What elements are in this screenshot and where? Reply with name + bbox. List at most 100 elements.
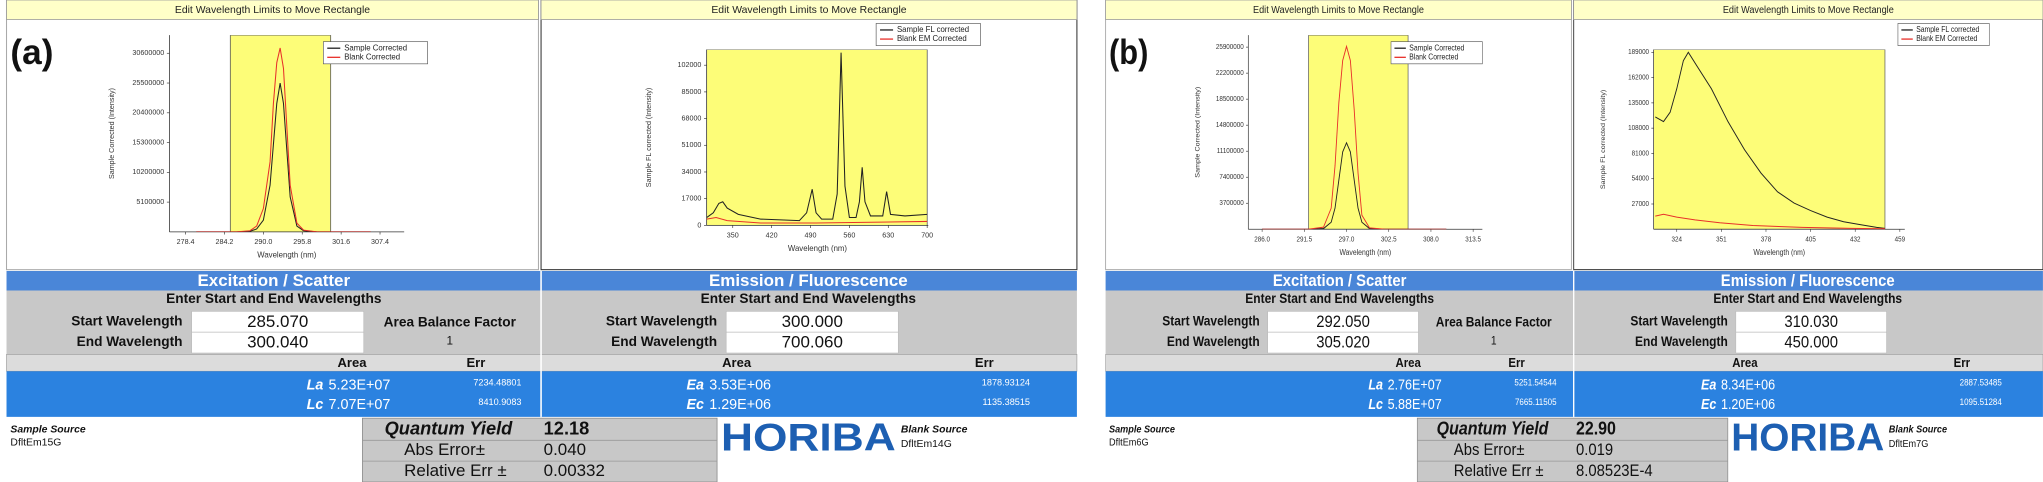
area-value: 1.20E+06 [1721,396,1775,412]
column-header: Area [338,355,368,370]
err-value: 7234.48801 [473,377,521,387]
section-subtitle: Enter Start and End Wavelengths [166,291,382,306]
chart-header-text: Edit Wavelength Limits to Move Rectangle [711,5,906,16]
x-tick-label: 432 [1850,236,1861,243]
y-tick-label: 0 [697,221,701,229]
wavelength-rectangle [1308,35,1409,230]
x-tick-label: 286.0 [1254,236,1270,243]
rel-value: 0.00332 [544,461,605,480]
y-tick-label: 22200000 [1216,70,1244,77]
x-tick-label: 301.6 [332,238,350,246]
legend-label: Sample Corrected [1409,43,1464,53]
column-header: Err [975,355,994,370]
section-subtitle: Enter Start and End Wavelengths [701,291,917,306]
area-value: 2.76E+07 [1388,377,1442,393]
y-tick-label: 54000 [1632,175,1650,182]
x-tick-label: 459 [1895,236,1906,243]
y-tick-label: 15300000 [132,138,164,146]
err-value: 1095.51284 [1960,396,2002,407]
field-label: Start Wavelength [1630,313,1728,329]
chart-header-text: Edit Wavelength Limits to Move Rectangle [1253,5,1424,17]
y-tick-label: 25900000 [1216,44,1244,51]
spectrum-line [706,216,928,224]
section-title: Excitation / Scatter [198,271,351,290]
section-subtitle: Enter Start and End Wavelengths [1245,290,1434,306]
field-value: 1 [1491,335,1497,348]
panel-label: (a) [10,33,53,72]
area-value: 1.29E+06 [709,397,771,413]
chart-header [1105,0,1572,20]
row-name: Ea [686,377,704,393]
input-value: 450.000 [1784,334,1838,352]
area-value: 5.88E+07 [1388,396,1442,412]
x-tick-label: 313.5 [1465,236,1481,243]
row-name: Lc [307,397,324,413]
yield-value: 12.18 [544,418,590,439]
source-label: Sample Source [1109,424,1175,436]
y-tick-label: 85000 [682,88,702,96]
legend-box [1390,41,1483,65]
spectrum-line [1655,213,1885,230]
input-value: 300.040 [247,333,308,352]
column-header: Err [466,355,485,370]
abs-label: Abs Error± [1454,441,1525,459]
chart: Edit Wavelength Limits to Move Rectangle… [540,0,1078,271]
x-tick-label: 420 [766,232,778,240]
legend-box [323,41,428,65]
yield-label: Quantum Yield [385,418,514,439]
rel-value: 8.08523E-4 [1576,462,1653,480]
panel: Edit Wavelength Limits to Move Rectangle… [5,0,1078,482]
x-tick-label: 378 [1761,236,1772,243]
y-axis-label: Sample FL corrected (Intensity) [1600,90,1607,189]
panel-label: (b) [1109,33,1148,72]
y-tick-label: 18500000 [1216,96,1244,103]
y-tick-label: 34000 [682,168,702,176]
y-axis-label: Sample Corrected (Intensity) [1195,87,1202,178]
x-tick-label: 405 [1805,236,1816,243]
x-axis-label: Wavelength (nm) [788,244,848,253]
y-tick-label: 10200000 [132,168,164,176]
area-value: 8.34E+06 [1721,377,1775,393]
column-header: Area [722,355,752,370]
y-tick-label: 11100000 [1217,148,1244,155]
err-value: 2887.53485 [1960,377,2002,388]
input-value: 305.020 [1316,334,1370,352]
y-tick-label: 7400000 [1219,174,1244,181]
chart-header [6,0,539,20]
x-axis-label: Wavelength (nm) [257,250,317,259]
y-tick-label: 27000 [1632,201,1650,208]
chart-header-text: Edit Wavelength Limits to Move Rectangle [175,5,370,16]
x-axis-label: Wavelength (nm) [1753,247,1805,257]
y-tick-label: 81000 [1632,150,1650,157]
err-value: 5251.54544 [1514,377,1556,388]
x-tick-label: 351 [1716,236,1727,243]
logo: HORIBA [1731,416,1884,460]
source-label: Sample Source [10,425,85,436]
row-name: Ec [1701,396,1717,412]
rel-label: Relative Err ± [404,461,507,480]
x-tick-label: 324 [1672,236,1683,243]
field-label: End Wavelength [1635,333,1728,349]
source-label: Blank Source [1889,424,1948,436]
column-header: Err [1508,355,1525,370]
y-tick-label: 17000 [682,195,702,203]
input-value: 300.000 [782,312,843,331]
input-value: 292.050 [1316,313,1370,331]
field-label: End Wavelength [77,334,183,349]
x-tick-label: 302.5 [1381,236,1397,243]
source-value: DfltEm14G [901,439,952,450]
yield-box [362,417,718,482]
input-box [191,331,365,354]
field-label: End Wavelength [1167,333,1260,349]
row-name: Ec [686,397,704,413]
y-tick-label: 30600000 [132,49,164,57]
section-title: Excitation / Scatter [1273,272,1406,290]
input-value: 700.060 [782,333,843,352]
wavelength-rectangle [706,49,928,226]
x-tick-label: 291.5 [1296,236,1312,243]
yield-value: 22.90 [1576,418,1616,439]
x-tick-label: 284.2 [216,238,234,246]
x-tick-label: 307.4 [371,238,389,246]
source-value: DfltEm7G [1889,438,1929,450]
row-name: Lc [1368,396,1383,412]
